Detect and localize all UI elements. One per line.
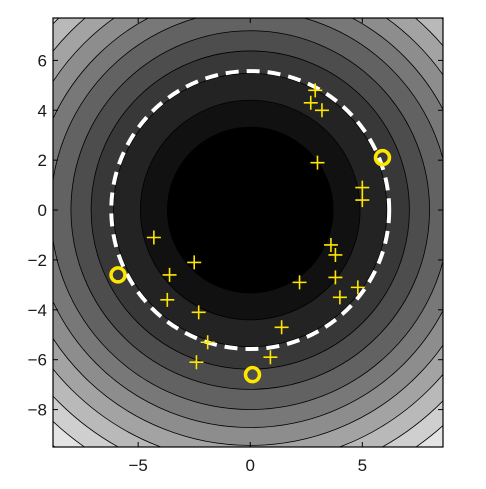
plus-marker [355,180,370,195]
dashed-circle [109,69,392,352]
plus-marker [187,255,202,270]
y-axis: 6 4 2 0 −2 −4 −6 −8 [28,51,443,420]
x-tick-label: 0 [246,456,255,475]
plus-marker [263,350,278,365]
circled-marker [243,365,262,384]
plus-marker [146,230,161,245]
plus-marker [200,335,215,350]
x-tick-label: 5 [358,456,367,475]
plus-marker [355,193,370,208]
plus-marker [308,83,323,98]
y-tick-label: −2 [28,251,47,270]
circled-marker [373,148,392,167]
plus-marker [328,270,343,285]
y-tick-label: −6 [28,351,47,370]
x-axis: −5 0 5 [128,18,367,475]
y-tick-label: 0 [38,201,47,220]
plus-marker [160,292,175,307]
plus-marker [332,290,347,305]
circled-marker [109,266,127,284]
plus-marker [303,95,318,110]
plus-marker [162,267,177,282]
y-tick-label: 2 [38,151,47,170]
plus-marker [350,280,365,295]
y-tick-label: 6 [38,51,47,70]
x-tick-label: −5 [128,456,147,475]
plot-frame [52,17,444,448]
plus-marker [191,305,206,320]
marker-layer [109,83,392,384]
plus-marker [328,247,343,262]
y-tick-label: −8 [28,401,47,420]
plus-marker [314,103,329,118]
plus-marker [189,355,204,370]
contour-band [166,126,334,294]
y-tick-label: 4 [38,101,47,120]
plus-marker [310,155,325,170]
plus-marker [292,275,307,290]
plus-marker [274,320,289,335]
plus-marker [323,237,338,252]
y-tick-label: −4 [28,301,47,320]
